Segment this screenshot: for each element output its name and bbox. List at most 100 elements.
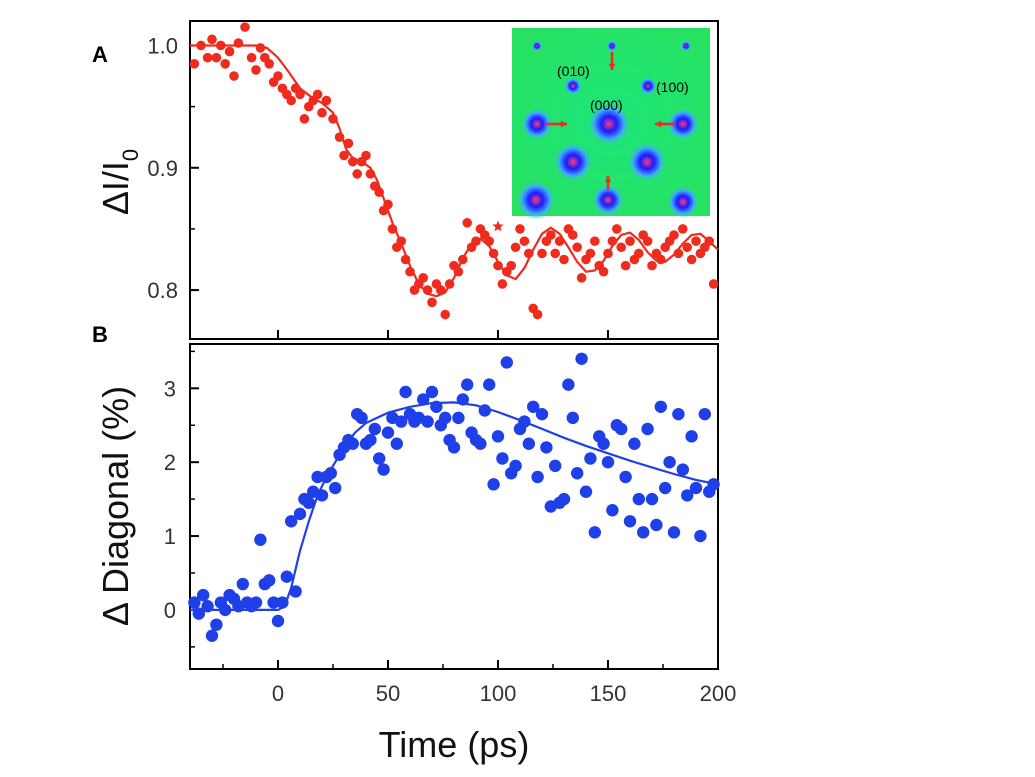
panel-a-data-point xyxy=(211,52,222,63)
panel-b-data-point xyxy=(293,507,307,521)
panel-b-data-point xyxy=(373,452,386,465)
panel-b-data-point xyxy=(377,463,390,476)
panel-a-data-point xyxy=(189,59,200,69)
panel-b-data-point xyxy=(615,422,628,436)
panel-b-data-point xyxy=(685,430,698,443)
panel-b-data-point xyxy=(474,437,487,450)
panel-b-data-point xyxy=(707,478,720,491)
panel-a-data-point xyxy=(524,248,534,259)
panel-a-data-point xyxy=(515,224,525,234)
panel-a-data-point xyxy=(418,273,429,283)
panel-a-data-point xyxy=(317,107,327,118)
panel-b-data-point xyxy=(267,596,280,609)
panel-b-y-tick-label: 2 xyxy=(164,450,176,475)
panel-b-data-point xyxy=(289,585,302,598)
panel-a-data-point xyxy=(295,89,305,100)
panel-a-data-point xyxy=(328,114,338,124)
panel-a-data-point xyxy=(422,285,433,295)
panel-b-data-point xyxy=(205,629,219,642)
panel-a-data-point xyxy=(497,279,508,289)
panel-b-x-ticks: 0 50 100 150 200 xyxy=(222,660,736,706)
panel-b-data-point xyxy=(566,411,579,425)
panel-b-letter: B xyxy=(92,322,108,347)
inset-label-000: (000) xyxy=(590,97,623,113)
panel-b-data-point xyxy=(654,400,667,413)
panel-b-x-tick-label: 150 xyxy=(590,681,627,706)
panel-a-data-point xyxy=(273,71,283,81)
panel-b-data-point xyxy=(236,577,249,591)
panel-a-data-point xyxy=(625,236,635,246)
diffraction-spot xyxy=(564,77,582,95)
panel-a-data-point xyxy=(647,260,657,271)
panel-a-data-point xyxy=(196,40,206,51)
panel-a-data-point xyxy=(576,273,587,283)
panel-a-data-point xyxy=(488,248,499,259)
panel-a-data-point xyxy=(572,242,582,253)
panel-a-data-point xyxy=(559,254,569,265)
diffraction-spot xyxy=(516,180,556,220)
panel-b-data-point xyxy=(641,422,654,436)
inset-arrow xyxy=(546,120,567,128)
panel-a-data-point xyxy=(656,254,666,265)
panel-b-data-point xyxy=(672,407,685,421)
panel-a-data-point xyxy=(550,248,560,259)
panel-a-data-point xyxy=(585,248,596,259)
panel-a-data-point xyxy=(506,260,516,271)
panel-b-data-point xyxy=(280,570,293,583)
panel-b-y-tick-label: 0 xyxy=(164,598,176,623)
panel-a-ylabel-main: ΔI/I xyxy=(95,161,136,215)
panel-b-data-point xyxy=(584,452,597,465)
panel-b-data-point xyxy=(263,574,276,587)
panel-b-data-point xyxy=(632,492,645,506)
panel-a-data-point xyxy=(598,266,609,277)
panel-b-y-ticks: 0 1 2 3 xyxy=(164,350,199,648)
diffraction-spot xyxy=(520,107,554,141)
panel-b-data-point xyxy=(276,596,289,609)
panel-b-data-point xyxy=(540,441,553,454)
panel-a-data-point xyxy=(440,309,451,320)
panel-a-data-point xyxy=(682,242,692,253)
panel-b-data-point xyxy=(676,463,689,476)
panel-a-data-point xyxy=(519,236,530,246)
diffraction-spot xyxy=(531,40,543,52)
panel-a-data-point xyxy=(453,266,464,277)
inset-arrow xyxy=(655,120,676,128)
panel-b-data-point xyxy=(381,426,395,439)
panel-b-x-tick-label: 50 xyxy=(376,681,400,706)
panel-b-data-point xyxy=(549,459,562,473)
panel-a-data-point xyxy=(207,34,217,45)
diffraction-spot xyxy=(666,107,700,141)
panel-b-data-point xyxy=(496,452,509,465)
panel-a-data-point xyxy=(374,187,385,198)
panel-a: 0.8 0.9 1.0 A ΔI/I0 (010) (100) (000) xyxy=(92,20,719,340)
panel-a-data-point xyxy=(387,224,398,234)
panel-b-data-point xyxy=(254,533,267,546)
panel-a-frame xyxy=(189,20,719,340)
panel-b-data-point xyxy=(575,352,588,365)
panel-b-data-point xyxy=(452,411,465,425)
panel-b-data-point xyxy=(315,489,329,502)
panel-a-data-point xyxy=(202,52,213,63)
panel-b-data-point xyxy=(421,415,434,428)
panel-b-data-point xyxy=(487,478,500,491)
panel-b-data-point xyxy=(619,470,632,484)
panel-a-data-point xyxy=(603,248,613,259)
panel-a-y-ticks: 0.8 0.9 1.0 xyxy=(147,33,609,339)
panel-b-data-point xyxy=(461,378,474,391)
panel-b-data-point xyxy=(368,422,381,436)
panel-a-data-point xyxy=(251,65,261,75)
diffraction-spot xyxy=(591,183,625,217)
panel-a-data-point xyxy=(400,254,411,265)
panel-a-data-point xyxy=(246,52,257,63)
panel-a-data-point xyxy=(554,236,565,246)
panel-b-data-point xyxy=(417,393,430,406)
panel-b-data-point xyxy=(681,489,694,502)
panel-b-data-point xyxy=(659,481,672,495)
inset-arrow xyxy=(604,176,612,190)
diffraction-spot xyxy=(680,40,692,52)
panel-b-data-point xyxy=(439,411,452,425)
panel-b-data-point xyxy=(390,437,403,450)
inset-arrows xyxy=(546,52,676,190)
panel-a-points xyxy=(189,22,719,320)
